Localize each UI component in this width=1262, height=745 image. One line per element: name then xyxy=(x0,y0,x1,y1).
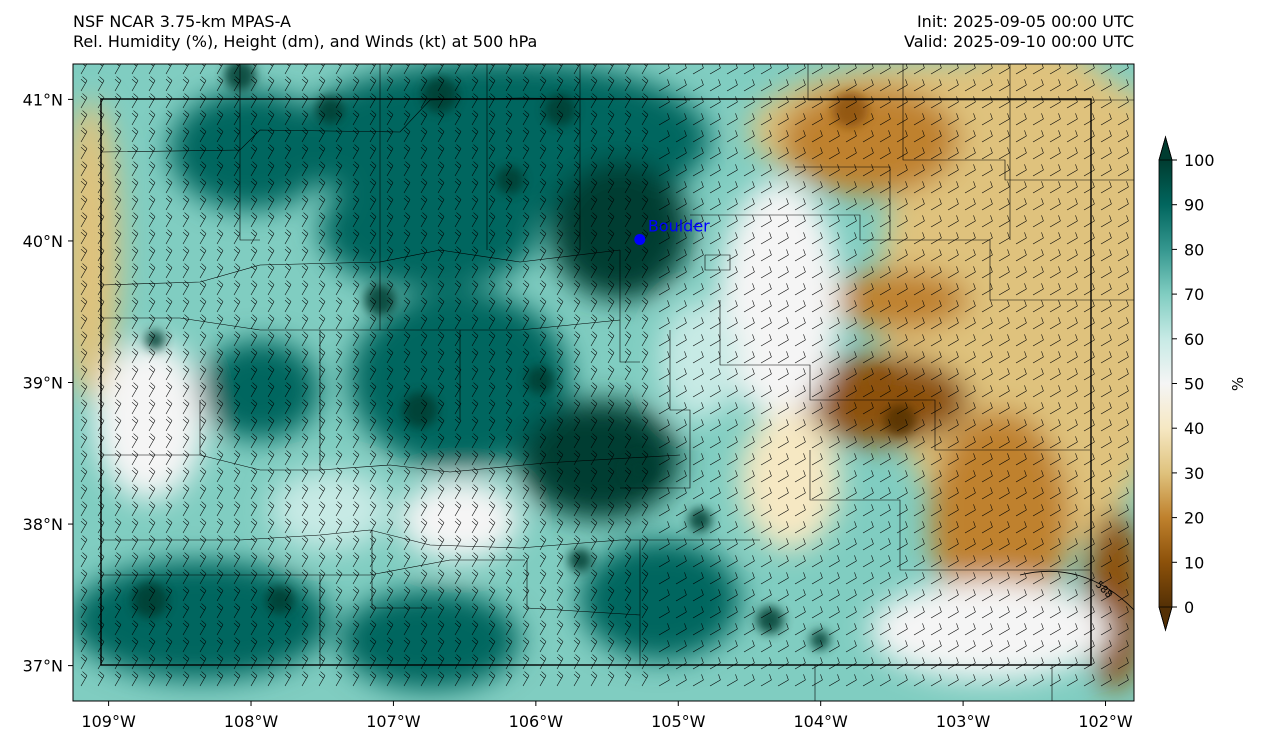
longitude-axis: 109°W 108°W 107°W 106°W 105°W 104°W 103°W 102°W xyxy=(81,701,1133,731)
colorbar-tick-label: 100 xyxy=(1184,151,1215,170)
lon-tick-label: 103°W xyxy=(936,712,991,731)
valid-time: Valid: 2025-09-10 00:00 UTC xyxy=(903,32,1134,51)
lat-tick-label: 40°N xyxy=(23,232,63,251)
lat-tick-label: 37°N xyxy=(23,657,63,676)
lat-tick-label: 38°N xyxy=(23,515,63,534)
title-block-right: Init: 2025-09-05 00:00 UTC Valid: 2025-0… xyxy=(904,12,1134,52)
lat-tick-label: 41°N xyxy=(23,90,63,109)
title-block-left: NSF NCAR 3.75-km MPAS-A Rel. Humidity (%… xyxy=(73,12,537,52)
field-title: Rel. Humidity (%), Height (dm), and Wind… xyxy=(73,32,538,51)
colorbar-tick-label: 80 xyxy=(1184,240,1204,259)
humidity-field xyxy=(73,64,1134,701)
county-lines xyxy=(101,64,1134,701)
lon-tick-label: 102°W xyxy=(1078,712,1133,731)
colorbar-tick-label: 20 xyxy=(1184,509,1204,528)
lon-tick-label: 107°W xyxy=(366,712,421,731)
colorbar-tick-label: 30 xyxy=(1184,464,1204,483)
boulder-marker xyxy=(634,234,646,246)
lon-tick-label: 106°W xyxy=(509,712,564,731)
lon-tick-label: 105°W xyxy=(651,712,706,731)
lon-tick-label: 104°W xyxy=(794,712,849,731)
colorbar-tick-label: 50 xyxy=(1184,375,1204,394)
wind-barb-set xyxy=(80,64,1129,687)
colorbar-tick-label: 90 xyxy=(1184,196,1204,215)
lon-tick-label: 109°W xyxy=(81,712,136,731)
wind-barbs xyxy=(80,64,1129,687)
colorado-state-border xyxy=(100,98,1092,666)
colorbar-tick-label: 70 xyxy=(1184,285,1204,304)
init-time: Init: 2025-09-05 00:00 UTC xyxy=(916,12,1134,31)
colorbar-tick-label: 10 xyxy=(1184,553,1204,572)
colorbar-tick-label: 40 xyxy=(1184,419,1204,438)
colorbar-tick-label: 60 xyxy=(1184,330,1204,349)
colorbar-scale xyxy=(1159,160,1172,607)
lat-tick-label: 39°N xyxy=(23,374,63,393)
latitude-axis: 41°N 40°N 39°N 38°N 37°N xyxy=(23,90,73,676)
lon-tick-label: 108°W xyxy=(224,712,279,731)
colorbar-label: % xyxy=(1229,377,1247,391)
boulder-label: Boulder xyxy=(648,217,710,236)
model-title: NSF NCAR 3.75-km MPAS-A xyxy=(73,12,291,31)
colorbar-tick-label: 0 xyxy=(1184,598,1194,617)
colorbar-max-extend xyxy=(1158,135,1173,161)
colorbar-min-extend xyxy=(1158,606,1173,632)
